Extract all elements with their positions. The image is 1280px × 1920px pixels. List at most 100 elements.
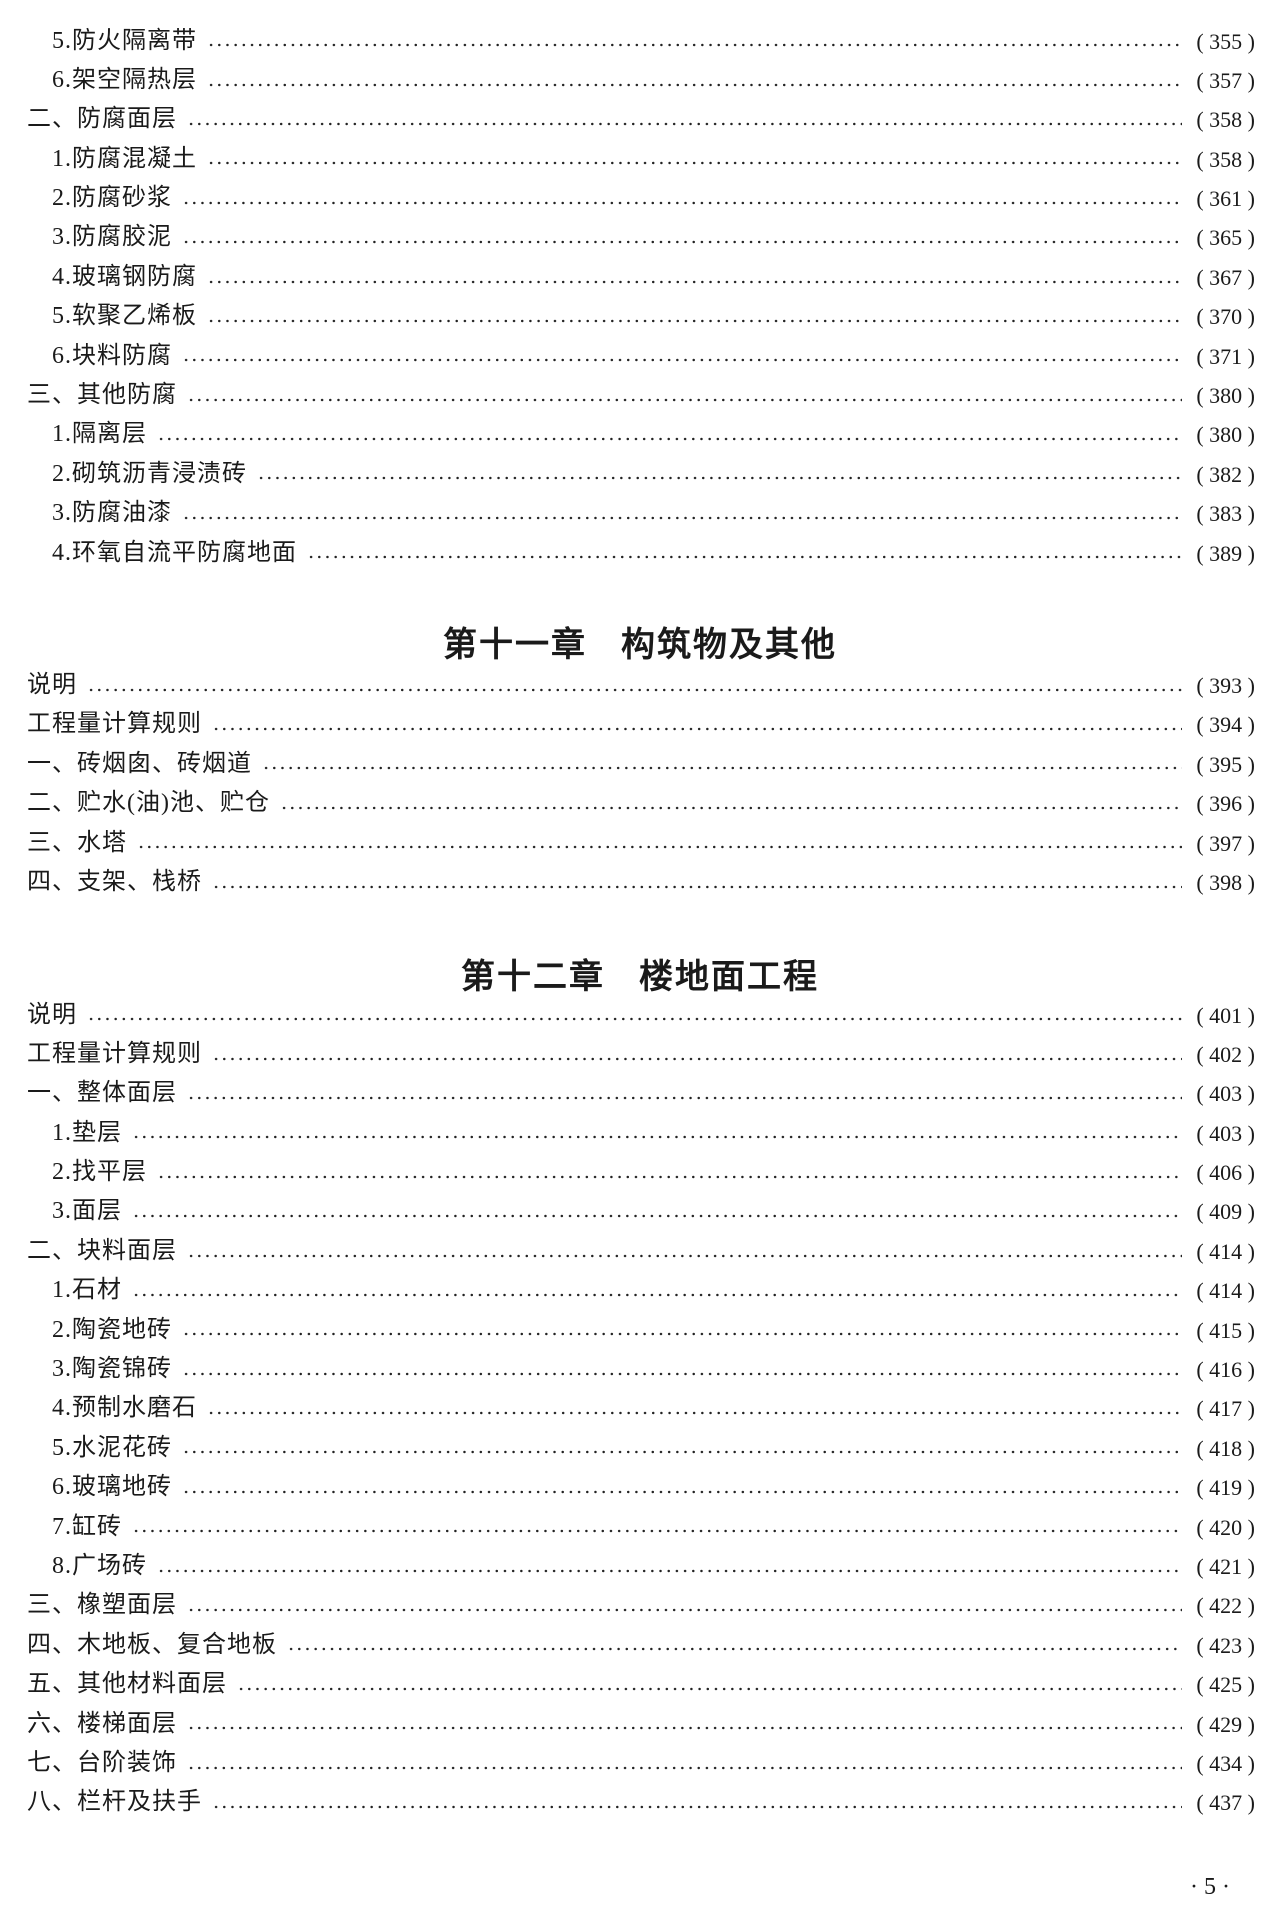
toc-entry[interactable]: 3.防腐油漆 ( 383 ) <box>27 494 1255 533</box>
dot-leader <box>257 476 1183 481</box>
toc-entry[interactable]: 1.隔离层 ( 380 ) <box>27 415 1255 454</box>
entry-page-number: ( 409 ) <box>1196 1199 1255 1225</box>
dot-leader <box>157 437 1183 442</box>
entry-page-number: ( 414 ) <box>1196 1238 1255 1264</box>
toc-entry[interactable]: 3.陶瓷锦砖 ( 416 ) <box>27 1350 1255 1389</box>
toc-entry[interactable]: 一、砖烟囱、砖烟道 ( 395 ) <box>27 745 1255 784</box>
entry-page-number: ( 434 ) <box>1196 1750 1255 1776</box>
toc-entry[interactable]: 5.防火隔离带 ( 355 ) <box>27 22 1255 61</box>
toc-section: 说明 ( 401 ) 工程量计算规则( 402 ) 一、整体面层 ( 403 ) 1.垫层… <box>27 996 1255 1823</box>
toc-entry[interactable]: 一、整体面层 ( 403 ) <box>27 1074 1255 1113</box>
toc-entry[interactable]: 4.玻璃钢防腐 ( 367 ) <box>27 258 1255 297</box>
toc-entry[interactable]: 说明 ( 393 ) <box>27 666 1255 705</box>
page-number: · 5 · <box>1190 1874 1230 1900</box>
entry-title: 3.防腐油漆 <box>52 500 172 527</box>
toc-entry[interactable]: 5.软聚乙烯板 ( 370 ) <box>27 297 1255 336</box>
entry-title: 工程量计算规则 <box>27 711 202 738</box>
entry-title: 八、栏杆及扶手 <box>27 1789 202 1816</box>
toc-entry[interactable]: 2.防腐砂浆 ( 361 ) <box>27 179 1255 218</box>
dot-leader <box>187 1253 1183 1258</box>
entry-title: 三、水塔 <box>27 829 127 856</box>
entry-title: 二、贮水(油)池、贮仓 <box>27 790 270 817</box>
toc-entry[interactable]: 四、木地板、复合地板 ( 423 ) <box>27 1626 1255 1665</box>
dot-leader <box>182 1332 1183 1337</box>
toc-entry[interactable]: 1.垫层 ( 403 ) <box>27 1114 1255 1153</box>
dot-leader <box>187 1765 1183 1770</box>
chapter-number: 第十一章 <box>443 625 587 665</box>
dot-leader <box>207 279 1183 284</box>
toc-entry[interactable]: 七、台阶装饰 ( 434 ) <box>27 1744 1255 1783</box>
dot-leader <box>87 687 1183 692</box>
dot-leader <box>182 358 1183 363</box>
dot-leader <box>182 1489 1183 1494</box>
toc-entry[interactable]: 7.缸砖 ( 420 ) <box>27 1508 1255 1547</box>
toc-entry[interactable]: 6.玻璃地砖 ( 419 ) <box>27 1468 1255 1507</box>
toc-entry[interactable]: 1.防腐混凝土 ( 358 ) <box>27 140 1255 179</box>
entry-title: 4.预制水磨石 <box>52 1395 197 1422</box>
toc-entry[interactable]: 六、楼梯面层 ( 429 ) <box>27 1705 1255 1744</box>
dot-leader <box>137 845 1183 850</box>
entry-page-number: ( 358 ) <box>1196 146 1255 172</box>
entry-title: 5.水泥花砖 <box>52 1434 172 1461</box>
toc-entry[interactable]: 2.陶瓷地砖 ( 415 ) <box>27 1311 1255 1350</box>
toc-entry[interactable]: 4.预制水磨石 ( 417 ) <box>27 1389 1255 1428</box>
toc-entry[interactable]: 工程量计算规则 ( 402 ) <box>27 1035 1255 1074</box>
chapter-number: 第十二章 <box>461 957 605 997</box>
toc-entry[interactable]: 6.架空隔热层 ( 357 ) <box>27 61 1255 100</box>
toc-entry[interactable]: 说明 ( 401 ) <box>27 996 1255 1035</box>
chapter-title: 构筑物及其他 <box>621 625 837 665</box>
toc-entry[interactable]: 8.广场砖 ( 421 ) <box>27 1547 1255 1586</box>
toc-entry[interactable]: 2.砌筑沥青浸渍砖 ( 382 ) <box>27 455 1255 494</box>
toc-entry[interactable]: 3.面层 ( 409 ) <box>27 1192 1255 1231</box>
toc-entry[interactable]: 二、块料面层 ( 414 ) <box>27 1232 1255 1271</box>
entry-title: 1.垫层 <box>52 1119 122 1146</box>
entry-title: 七、台阶装饰 <box>27 1749 177 1776</box>
dot-leader <box>132 1292 1183 1297</box>
entry-page-number: ( 358 ) <box>1196 107 1255 133</box>
chapter-heading: 第十二章 楼地面工程 <box>0 949 1280 998</box>
entry-page-number: ( 367 ) <box>1196 264 1255 290</box>
toc-entry[interactable]: 三、其他防腐 ( 380 ) <box>27 376 1255 415</box>
toc-entry[interactable]: 二、贮水(油)池、贮仓 ( 396 ) <box>27 784 1255 823</box>
entry-title: 一、整体面层 <box>27 1080 177 1107</box>
entry-title: 五、其他材料面层 <box>27 1671 227 1698</box>
dot-leader <box>132 1529 1183 1534</box>
toc-entry[interactable]: 5.水泥花砖 ( 418 ) <box>27 1429 1255 1468</box>
dot-leader <box>207 82 1183 87</box>
dot-leader <box>212 1056 1183 1061</box>
dot-leader <box>182 515 1183 520</box>
dot-leader <box>262 766 1183 771</box>
chapter-title: 楼地面工程 <box>639 957 819 997</box>
toc-entry[interactable]: 五、其他材料面层 ( 425 ) <box>27 1665 1255 1704</box>
dot-leader <box>212 727 1183 732</box>
entry-page-number: ( 419 ) <box>1196 1475 1255 1501</box>
entry-title: 三、橡塑面层 <box>27 1592 177 1619</box>
toc-entry[interactable]: 3.防腐胶泥 ( 365 ) <box>27 218 1255 257</box>
entry-page-number: ( 371 ) <box>1196 343 1255 369</box>
toc-entry[interactable]: 1.石材 ( 414 ) <box>27 1271 1255 1310</box>
toc-entry[interactable]: 二、防腐面层 ( 358 ) <box>27 100 1255 139</box>
toc-entry[interactable]: 三、橡塑面层 ( 422 ) <box>27 1586 1255 1625</box>
entry-page-number: ( 425 ) <box>1196 1672 1255 1698</box>
dot-leader <box>207 161 1183 166</box>
toc-entry[interactable]: 2.找平层 ( 406 ) <box>27 1153 1255 1192</box>
toc-entry[interactable]: 三、水塔 ( 397 ) <box>27 824 1255 863</box>
entry-title: 1.石材 <box>52 1277 122 1304</box>
toc-entry[interactable]: 4.环氧自流平防腐地面 ( 389 ) <box>27 534 1255 573</box>
toc-entry[interactable]: 四、支架、栈桥 ( 398 ) <box>27 863 1255 902</box>
entry-page-number: ( 416 ) <box>1196 1357 1255 1383</box>
toc-entry[interactable]: 工程量计算规则 ( 394 ) <box>27 705 1255 744</box>
entry-title: 8.广场砖 <box>52 1552 147 1579</box>
entry-page-number: ( 401 ) <box>1196 1002 1255 1028</box>
entry-page-number: ( 383 ) <box>1196 501 1255 527</box>
dot-leader <box>132 1214 1183 1219</box>
entry-page-number: ( 355 ) <box>1196 28 1255 54</box>
dot-leader <box>182 1371 1183 1376</box>
dot-leader <box>182 240 1183 245</box>
entry-title: 说明 <box>27 1001 77 1028</box>
toc-entry[interactable]: 八、栏杆及扶手 ( 437 ) <box>27 1783 1255 1822</box>
entry-page-number: ( 403 ) <box>1196 1081 1255 1107</box>
dot-leader <box>307 555 1183 560</box>
toc-entry[interactable]: 6.块料防腐 ( 371 ) <box>27 337 1255 376</box>
dot-leader <box>287 1647 1183 1652</box>
